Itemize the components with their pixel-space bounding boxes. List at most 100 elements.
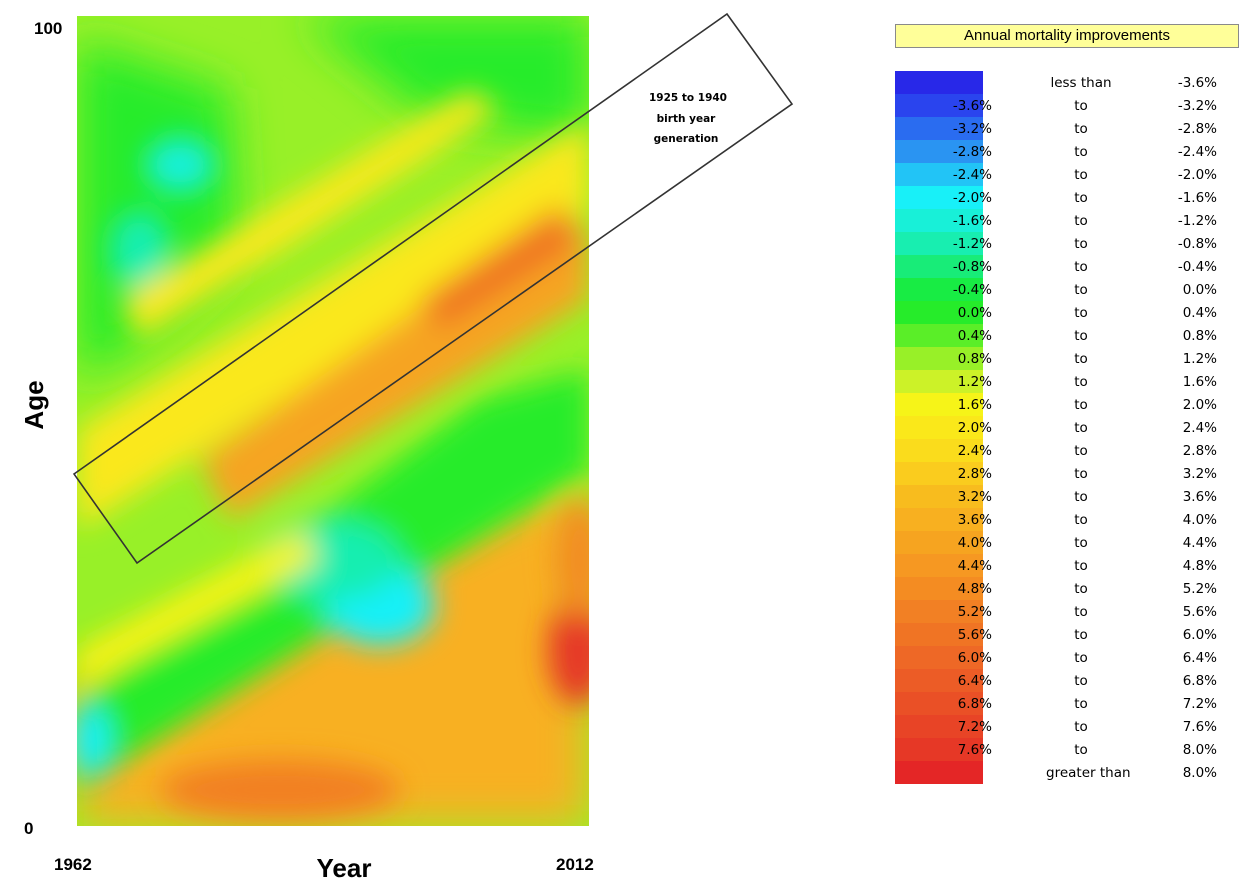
legend-swatch — [895, 209, 983, 232]
y-axis-title: Age — [19, 380, 49, 429]
legend-row: 5.2% to 5.6% — [895, 600, 1225, 623]
region-top-right-green — [300, 16, 589, 140]
legend-row: -2.8% to -2.4% — [895, 140, 1225, 163]
legend-row: -1.6% to -1.2% — [895, 209, 1225, 232]
legend-range-from: 5.2% — [957, 604, 992, 620]
legend-swatch — [895, 554, 983, 577]
legend-swatch — [895, 646, 983, 669]
annotation-line-2: birth year — [657, 113, 716, 125]
legend-swatch — [895, 416, 983, 439]
band-yellow-upper — [77, 120, 589, 530]
legend-range-word: to — [1074, 742, 1088, 758]
legend-range-to: 0.4% — [1182, 305, 1217, 321]
legend-swatch — [895, 761, 983, 784]
legend-swatch — [895, 94, 983, 117]
legend-range-from: 2.8% — [957, 466, 992, 482]
x-tick-right: 2012 — [556, 855, 594, 874]
legend-row: 2.0% to 2.4% — [895, 416, 1225, 439]
legend-range-from: 4.8% — [957, 581, 992, 597]
legend-range-from: 2.0% — [957, 420, 992, 436]
legend-range-word: to — [1074, 673, 1088, 689]
region-bottom-orange — [77, 480, 589, 826]
legend-row: 4.8% to 5.2% — [895, 577, 1225, 600]
legend-range-to: 5.6% — [1182, 604, 1217, 620]
legend-range-from: 6.0% — [957, 650, 992, 666]
legend-range-to: 6.0% — [1182, 627, 1217, 643]
legend-range-word: to — [1074, 489, 1088, 505]
legend-range-word: to — [1074, 535, 1088, 551]
x-tick-left: 1962 — [54, 855, 92, 874]
legend-range-word: to — [1074, 190, 1088, 206]
legend-range-from: 6.8% — [957, 696, 992, 712]
legend-swatch — [895, 117, 983, 140]
legend-swatch — [895, 71, 983, 94]
patch-teal-left — [110, 210, 170, 290]
legend-range-to: 4.0% — [1182, 512, 1217, 528]
legend-range-from: 7.6% — [957, 742, 992, 758]
legend-range-from: -2.4% — [952, 167, 992, 183]
legend-range-word: to — [1074, 604, 1088, 620]
legend-range-word: to — [1074, 328, 1088, 344]
y-tick-bottom: 0 — [24, 819, 33, 838]
legend-row: 2.4% to 2.8% — [895, 439, 1225, 462]
x-axis-title: Year — [317, 853, 372, 883]
legend-range-to: 3.2% — [1182, 466, 1217, 482]
legend-row: 1.6% to 2.0% — [895, 393, 1225, 416]
legend-range-word: to — [1074, 512, 1088, 528]
legend-range-from: 1.2% — [957, 374, 992, 390]
legend-range-word: to — [1074, 282, 1088, 298]
legend-row: -1.2% to -0.8% — [895, 232, 1225, 255]
legend-range-word: to — [1074, 627, 1088, 643]
legend-range-word: to — [1074, 98, 1088, 114]
legend-swatch — [895, 439, 983, 462]
legend-range-word: to — [1074, 236, 1088, 252]
legend-range-to: 6.4% — [1182, 650, 1217, 666]
legend-range-from: -0.8% — [952, 259, 992, 275]
legend-row: greater than 8.0% — [895, 761, 1225, 784]
legend-row: 0.8% to 1.2% — [895, 347, 1225, 370]
legend-range-to: 2.4% — [1182, 420, 1217, 436]
legend-range-to: 7.6% — [1182, 719, 1217, 735]
legend-row: 3.2% to 3.6% — [895, 485, 1225, 508]
legend-swatch — [895, 140, 983, 163]
legend-range-to: 8.0% — [1182, 765, 1217, 781]
legend-title: Annual mortality improvements — [895, 24, 1239, 48]
legend-range-word: to — [1074, 420, 1088, 436]
legend-range-word: to — [1074, 466, 1088, 482]
legend-swatch — [895, 715, 983, 738]
cohort-annotation-box — [72, 12, 794, 565]
annotation-line-3: generation — [654, 133, 719, 145]
legend-range-word: to — [1074, 443, 1088, 459]
legend-range-to: -2.8% — [1177, 121, 1217, 137]
patch-cyan-bottom-left — [77, 705, 110, 775]
patch-orange-bottom — [160, 760, 400, 820]
legend-row: 0.0% to 0.4% — [895, 301, 1225, 324]
legend-range-to: 8.0% — [1182, 742, 1217, 758]
legend-range-to: 1.6% — [1182, 374, 1217, 390]
legend-row: -2.0% to -1.6% — [895, 186, 1225, 209]
legend-label-column: less than -3.6% -3.6% to -3.2% -3.2% to -2.8% -2… — [895, 71, 1225, 784]
legend-range-word: to — [1074, 558, 1088, 574]
legend-range-from: -1.6% — [952, 213, 992, 229]
legend-row: 6.8% to 7.2% — [895, 692, 1225, 715]
legend-row: -0.8% to -0.4% — [895, 255, 1225, 278]
legend-swatch — [895, 692, 983, 715]
legend-range-from: -3.6% — [952, 98, 992, 114]
legend-row: -2.4% to -2.0% — [895, 163, 1225, 186]
legend-range-word: to — [1074, 650, 1088, 666]
legend-range-to: 2.8% — [1182, 443, 1217, 459]
legend-swatch — [895, 324, 983, 347]
legend-range-to: 4.8% — [1182, 558, 1217, 574]
legend-row: 3.6% to 4.0% — [895, 508, 1225, 531]
legend-row: -0.4% to 0.0% — [895, 278, 1225, 301]
legend-range-from: 4.4% — [957, 558, 992, 574]
legend-range-from: 1.6% — [957, 397, 992, 413]
legend-swatch — [895, 738, 983, 761]
legend-swatch — [895, 669, 983, 692]
legend-range-word: to — [1074, 259, 1088, 275]
color-legend: Annual mortality improvements less than -… — [895, 0, 1240, 885]
legend-swatch — [895, 531, 983, 554]
legend-range-to: 1.2% — [1182, 351, 1217, 367]
legend-row: 1.2% to 1.6% — [895, 370, 1225, 393]
legend-range-from: 2.4% — [957, 443, 992, 459]
